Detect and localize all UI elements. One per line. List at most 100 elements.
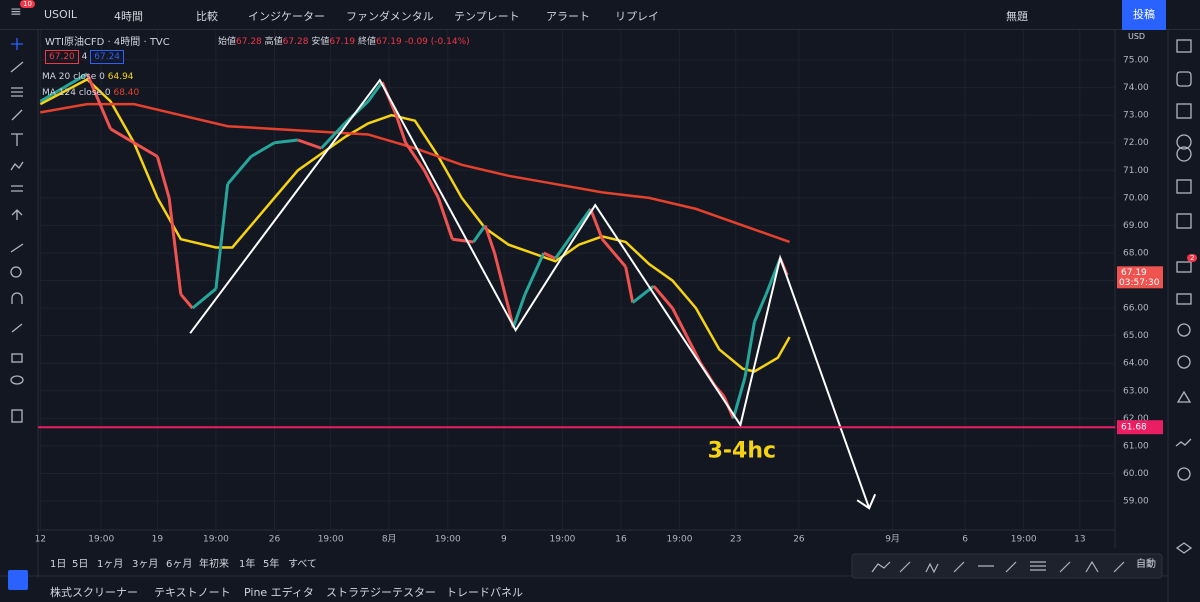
price-segment [274,138,299,145]
symbol[interactable]: USOIL [44,8,78,21]
price-segment [436,197,454,240]
value: 67.28 [282,37,309,47]
change: -0.09 (-0.14%) [404,37,470,47]
price-segment [191,287,217,310]
x-tick-label: 9月 [885,534,900,545]
badge: 10 [20,0,35,8]
x-tick-label: 13 [1074,535,1085,545]
y-tick-label: 72.00 [1123,138,1149,148]
toolbar-item[interactable]: 比較 [196,10,218,23]
auto-scale[interactable]: 自動 [1136,559,1156,570]
price-segment [753,293,768,323]
y-tick-label: 75.00 [1123,56,1149,66]
x-tick-label: 19:00 [549,535,575,545]
moving-average [40,102,790,244]
y-tick-label: 61.00 [1123,441,1149,451]
x-tick-label: 9 [501,535,507,545]
price-segment [685,334,702,364]
toolbar-item[interactable]: テンプレート [454,10,520,23]
ask[interactable]: 67.24 [90,50,125,64]
toolbar-item[interactable]: アラート [546,10,590,23]
tab[interactable]: テキストノート [154,586,231,599]
price-segment [554,224,581,260]
drawing-toolbar[interactable] [851,553,1163,579]
x-tick-label: 19:00 [667,535,693,545]
range[interactable]: 5年 [263,559,280,570]
price-segment [320,122,346,150]
price-segment [179,293,194,310]
plot [39,72,871,509]
range[interactable]: 年初来 [199,559,229,570]
range[interactable]: すべて [288,559,317,570]
price-segment [472,224,487,243]
price-segment [226,155,253,186]
price-segment [404,141,426,172]
legend-ohlc: 始値67.28 高値67.28 安値67.19 終値67.19 -0.09 (-… [218,34,470,47]
y-tick-label: 74.00 [1123,83,1149,93]
annotation: 3-4hc [708,438,776,463]
y-tick-label: 65.00 [1123,331,1149,341]
price-segment [109,127,135,145]
y-tick-label: 73.00 [1123,111,1149,121]
countdown: 03:57:30 [1119,278,1160,288]
x-tick-label: 16 [615,535,627,545]
label: 始値 [218,37,237,47]
publish-button[interactable]: 投稿 [1122,0,1166,30]
range[interactable]: 1日 [50,559,67,570]
value: 67.19 [329,37,356,47]
tab[interactable]: ストラテジーテスター [326,586,436,599]
sidebar-icons[interactable] [1175,39,1193,554]
price-segment [167,197,183,295]
range[interactable]: 1ヶ月 [97,559,124,570]
label: 高値 [264,37,283,47]
bid[interactable]: 67.20 [45,50,79,64]
tab[interactable]: 株式スクリーナー [50,586,138,599]
value: 67.28 [236,37,262,47]
star-button[interactable] [8,570,28,590]
toolbar-item[interactable]: インジケーター [248,10,325,23]
layout-name[interactable]: 無題 [1006,10,1028,23]
x-tick-label: 19:00 [88,535,114,545]
range[interactable]: 5日 [72,559,89,570]
last-price-badge [1117,266,1163,289]
left-toolbar [0,30,38,602]
tab[interactable]: トレードパネル [446,586,523,599]
price-segment [297,138,322,150]
price-segment [731,376,747,419]
price-segment [523,252,546,295]
y-tick-label: 63.00 [1123,386,1149,396]
price-segment [452,237,474,244]
tab[interactable]: Pine エディタ [244,586,314,599]
price-segment [601,238,627,268]
price-segment [652,285,674,310]
x-tick-label: 19:00 [318,535,344,545]
range[interactable]: 1年 [239,559,256,570]
y-tick-label: 64.00 [1123,359,1149,369]
price-segment [155,156,171,199]
arrow-head [856,493,877,510]
range[interactable]: 6ヶ月 [166,559,193,570]
y-tick-label: 71.00 [1123,166,1149,176]
price-segment [671,307,688,337]
price-segment [483,224,496,254]
indicator-name: MA 20 close 0 [42,72,105,82]
range[interactable]: 3ヶ月 [132,559,159,570]
label: 終値 [357,37,376,47]
x-tick-label: 12 [35,535,46,545]
last-price: 67.19 [1121,268,1147,278]
y-tick-label: 60.00 [1123,469,1149,479]
tool-icons[interactable] [10,38,24,423]
x-tick-label: 19:00 [203,535,229,545]
indicator-value: 68.40 [113,88,140,98]
price-segment [85,73,112,130]
interval[interactable]: 4時間 [114,10,143,23]
currency[interactable]: USD [1128,32,1146,41]
menu-icon[interactable]: ≡ [10,4,22,20]
toolbar-item[interactable]: ファンダメンタル [346,10,434,23]
x-tick-label: 26 [269,535,281,545]
x-tick-label: 8月 [382,534,397,545]
price-segment [214,183,230,289]
toolbar-item[interactable]: リプレイ [615,10,659,23]
x-tick-label: 19 [152,535,164,545]
